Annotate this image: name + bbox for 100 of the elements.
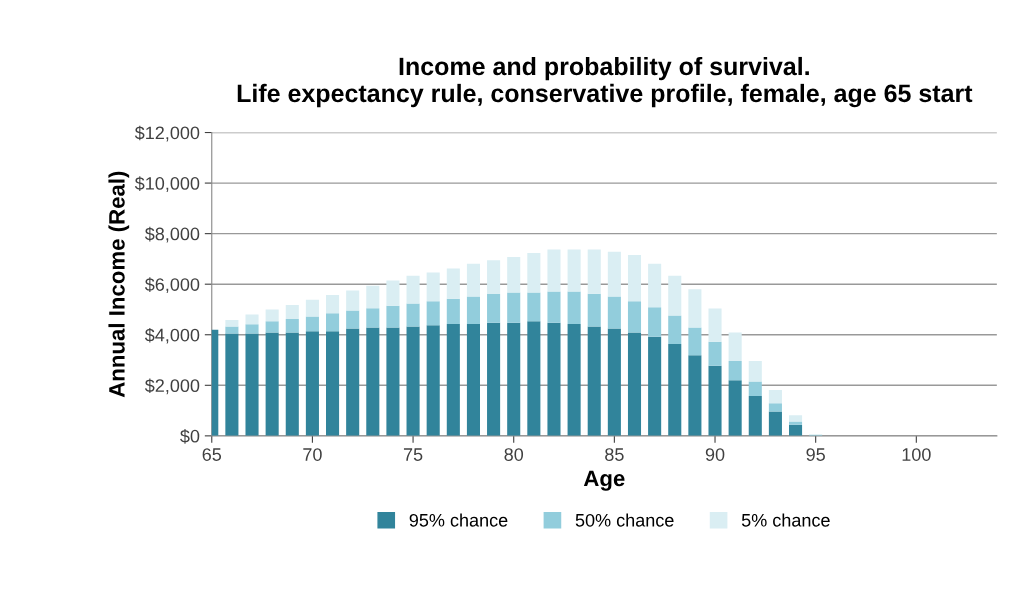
- bar: [245, 333, 259, 436]
- x-tick-label: 85: [605, 448, 624, 461]
- bar: [507, 256, 521, 293]
- bar: [225, 326, 239, 334]
- bar: [426, 325, 440, 436]
- bar: [587, 249, 601, 294]
- bar: [225, 320, 239, 327]
- bar: [668, 275, 682, 316]
- bar: [326, 295, 340, 314]
- bar: [688, 289, 702, 328]
- bar: [648, 263, 662, 308]
- bar: [748, 381, 762, 396]
- bar: [225, 333, 239, 436]
- bar: [768, 411, 782, 436]
- bar: [326, 313, 340, 332]
- bar: [406, 303, 420, 327]
- bar: [527, 292, 541, 322]
- y-tick-label: $8,000: [144, 226, 200, 243]
- bar: [547, 322, 561, 436]
- bar: [748, 395, 762, 436]
- y-tick-label: $4,000: [144, 327, 200, 344]
- bar: [789, 421, 803, 425]
- bar: [668, 344, 682, 436]
- bar: [245, 314, 259, 325]
- bar: [265, 309, 279, 322]
- bar: [527, 253, 541, 293]
- bar: [587, 293, 601, 327]
- bar: [487, 260, 501, 295]
- bar: [708, 365, 722, 436]
- bar: [728, 380, 742, 436]
- bar: [607, 296, 621, 329]
- bar: [648, 336, 662, 436]
- x-tick-label: 65: [202, 448, 222, 461]
- bar: [507, 322, 521, 436]
- bar: [346, 290, 360, 311]
- bar: [587, 326, 601, 436]
- y-axis-title: Annual Income (Real): [108, 171, 130, 398]
- bar: [768, 390, 782, 404]
- bar: [326, 331, 340, 436]
- bar: [789, 415, 803, 422]
- bar: [446, 298, 460, 324]
- bar: [366, 285, 380, 309]
- bar: [265, 332, 279, 436]
- bar: [607, 328, 621, 436]
- x-tick-label: 95: [806, 448, 825, 461]
- bar: [426, 272, 440, 302]
- bar: [285, 332, 299, 436]
- bar: [547, 249, 561, 292]
- bar: [346, 328, 360, 436]
- bar: [627, 301, 642, 333]
- bar: [487, 322, 501, 436]
- bar: [285, 304, 299, 320]
- y-tick-label: $12,000: [134, 125, 200, 142]
- bar: [668, 315, 682, 345]
- bar: [728, 361, 742, 381]
- bar: [466, 323, 480, 436]
- bar: [627, 332, 642, 436]
- bar: [728, 332, 742, 362]
- bar: [285, 319, 299, 333]
- bar: [607, 251, 621, 297]
- x-tick-label: 70: [303, 448, 322, 461]
- bar: [708, 308, 722, 342]
- legend-label: 5% chance: [741, 513, 830, 527]
- chart-title: Income and probability of survival. Life expectancy rule, conservative profile, female, age 65 start: [237, 56, 973, 108]
- bar: [305, 316, 319, 332]
- bar: [305, 299, 319, 317]
- y-tick-label: $2,000: [144, 378, 200, 395]
- bar: [366, 308, 380, 328]
- bar: [386, 280, 400, 306]
- bar: [265, 321, 279, 333]
- x-axis-title: Age: [583, 470, 625, 491]
- x-tick-label: 80: [504, 448, 524, 461]
- bar: [567, 323, 581, 436]
- y-tick-label: $0: [180, 429, 200, 444]
- bar: [768, 403, 782, 412]
- bar: [305, 331, 319, 436]
- bar: [466, 263, 480, 297]
- bar: [346, 310, 360, 329]
- bar: [406, 275, 420, 304]
- bar: [708, 341, 722, 366]
- bar: [688, 327, 702, 356]
- bar: [648, 307, 662, 337]
- bar: [487, 294, 501, 323]
- x-tick-label: 100: [902, 448, 931, 461]
- bar: [366, 327, 380, 436]
- bar: [567, 291, 581, 324]
- x-tick-label: 90: [705, 448, 725, 461]
- bar: [426, 301, 440, 326]
- bar: [446, 323, 460, 436]
- bar: [547, 291, 561, 323]
- bar: [406, 326, 420, 436]
- bar: [386, 305, 400, 328]
- bar: [748, 361, 762, 382]
- legend-label: 95% chance: [409, 513, 508, 527]
- bar: [466, 296, 480, 324]
- bar: [527, 321, 541, 436]
- x-tick-label: 75: [403, 448, 423, 461]
- bar: [386, 327, 400, 436]
- bar: [567, 249, 581, 292]
- bar: [688, 355, 702, 436]
